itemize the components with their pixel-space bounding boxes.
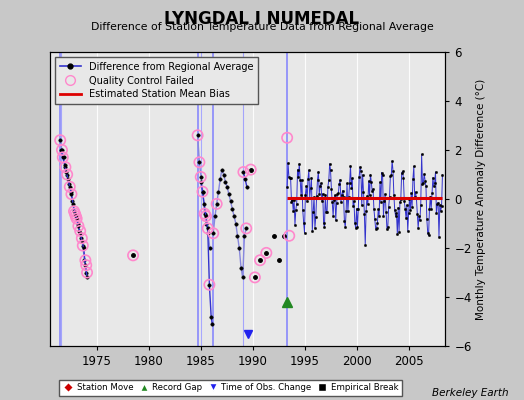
Point	[239, 169, 248, 175]
Point	[209, 230, 217, 236]
Point	[74, 223, 83, 229]
Point	[61, 164, 70, 170]
Point	[246, 166, 255, 173]
Point	[59, 154, 67, 160]
Legend: Difference from Regional Average, Quality Control Failed, Estimated Station Mean: Difference from Regional Average, Qualit…	[54, 57, 258, 104]
Point	[202, 213, 210, 219]
Point	[70, 208, 78, 214]
Point	[195, 159, 204, 166]
Point	[58, 147, 66, 153]
Point	[71, 210, 79, 217]
Point	[203, 225, 212, 232]
Point	[262, 250, 270, 256]
Point	[205, 282, 214, 288]
Point	[63, 171, 71, 178]
Point	[129, 252, 137, 258]
Text: LYNGDAL I NUMEDAL: LYNGDAL I NUMEDAL	[165, 10, 359, 28]
Point	[72, 213, 80, 219]
Point	[83, 269, 91, 276]
Point	[82, 262, 91, 268]
Point	[72, 215, 81, 222]
Point	[212, 201, 221, 207]
Point	[285, 232, 293, 239]
Point	[78, 235, 86, 241]
Text: Difference of Station Temperature Data from Regional Average: Difference of Station Temperature Data f…	[91, 22, 433, 32]
Y-axis label: Monthly Temperature Anomaly Difference (°C): Monthly Temperature Anomaly Difference (…	[476, 78, 486, 320]
Text: Berkeley Earth: Berkeley Earth	[432, 388, 508, 398]
Point	[250, 274, 259, 281]
Point	[66, 184, 74, 190]
Point	[198, 188, 206, 195]
Point	[79, 242, 87, 249]
Point	[196, 174, 205, 180]
Point	[256, 257, 264, 264]
Point	[56, 137, 64, 143]
Point	[81, 257, 90, 264]
Point	[242, 225, 250, 232]
Legend: Station Move, Record Gap, Time of Obs. Change, Empirical Break: Station Move, Record Gap, Time of Obs. C…	[60, 380, 401, 396]
Point	[193, 132, 202, 138]
Point	[76, 228, 84, 234]
Point	[283, 134, 291, 141]
Point	[200, 210, 209, 217]
Point	[67, 191, 75, 197]
